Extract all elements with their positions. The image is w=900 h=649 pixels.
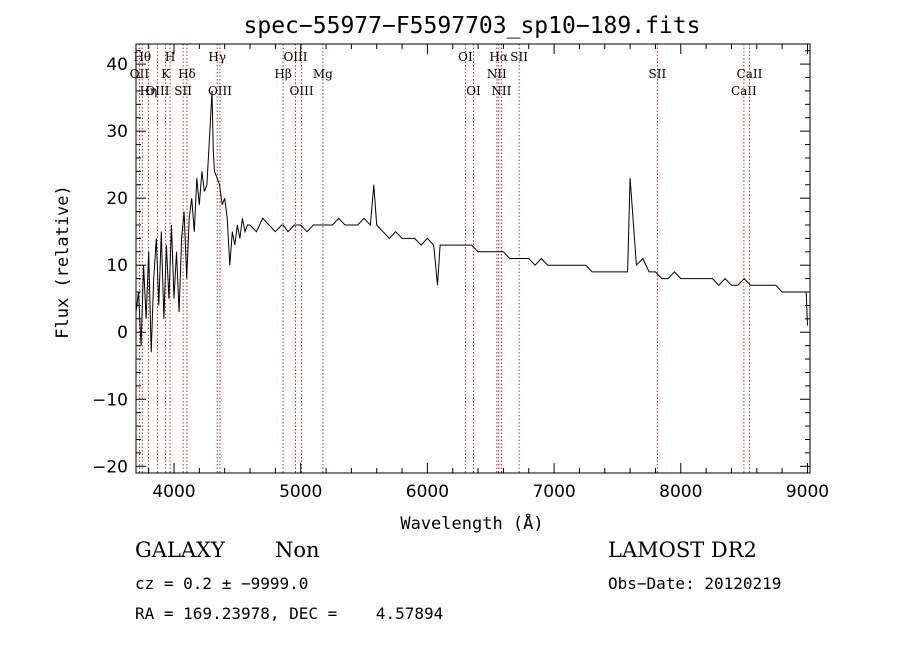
emission-line-label: Hθ (133, 50, 151, 64)
emission-line-label: CaII (737, 67, 763, 81)
y-axis-label: Flux (relative) (53, 185, 73, 339)
object-subclass: Non (275, 538, 320, 562)
y-tick-label: 40 (106, 55, 128, 75)
emission-line-label: NII (491, 84, 511, 98)
y-tick-label: 30 (106, 122, 128, 142)
emission-line-label: SII (174, 84, 192, 98)
redshift-cz: cz = 0.2 ± −9999.0 (135, 574, 309, 593)
emission-line-markers: OIIHθHηOIIIKHSIIHδHγOIIIHβOIIIOIIIMgOIOI… (130, 44, 763, 473)
object-class: GALAXY (135, 538, 225, 562)
x-axis-label: Wavelength (Å) (400, 512, 543, 534)
spectrum-chart: spec−55977−F5597703_sp10−189.fits OII Hθ H… (53, 13, 829, 534)
x-tick-label: 5000 (279, 482, 322, 502)
survey-name: LAMOST DR2 (608, 538, 757, 562)
emission-line-label: OIII (283, 50, 307, 64)
x-tick-label: 4000 (152, 482, 195, 502)
emission-line-label: K (161, 67, 171, 81)
x-tick-label: 7000 (532, 482, 575, 502)
x-tick-label: 9000 (786, 482, 829, 502)
emission-line-label: OII (130, 67, 150, 81)
chart-title: spec−55977−F5597703_sp10−189.fits (244, 13, 701, 39)
spectrum-line (135, 90, 808, 353)
y-tick-label: −20 (92, 457, 128, 477)
y-tick-label: −10 (92, 390, 128, 410)
axis-ticks: 4000 5000 6000 7000 8000 9000 40 30 20 10 0 −10 −20 (92, 44, 829, 502)
emission-line-label: SII (648, 67, 666, 81)
emission-line-label: OI (466, 84, 481, 98)
emission-line-label: Hγ (208, 50, 226, 64)
emission-line-label: Mg (313, 67, 333, 81)
emission-line-label: Hδ (178, 67, 196, 81)
emission-line-label: CaII (731, 84, 757, 98)
x-tick-label: 6000 (406, 482, 449, 502)
emission-line-label: SII (510, 50, 528, 64)
x-tick-label: 8000 (659, 482, 702, 502)
y-tick-label: 20 (106, 189, 128, 209)
emission-line-label: OIII (145, 84, 169, 98)
y-tick-label: 10 (106, 256, 128, 276)
emission-line-label: NII (487, 67, 507, 81)
emission-line-label: Hη (140, 84, 158, 98)
spectrum-series (135, 90, 808, 353)
plot-frame (135, 43, 811, 474)
emission-line-label: Hα (489, 50, 508, 64)
y-tick-label: 0 (117, 323, 128, 343)
emission-line-label: H (165, 50, 175, 64)
emission-line-label: OIII (208, 84, 232, 98)
emission-line-label: Hβ (274, 67, 291, 81)
observation-date: Obs−Date: 20120219 (608, 574, 782, 593)
sky-coordinates: RA = 169.23978, DEC = 4.57894 (135, 604, 444, 623)
emission-line-label: OI (458, 50, 473, 64)
emission-line-label: OIII (290, 84, 314, 98)
